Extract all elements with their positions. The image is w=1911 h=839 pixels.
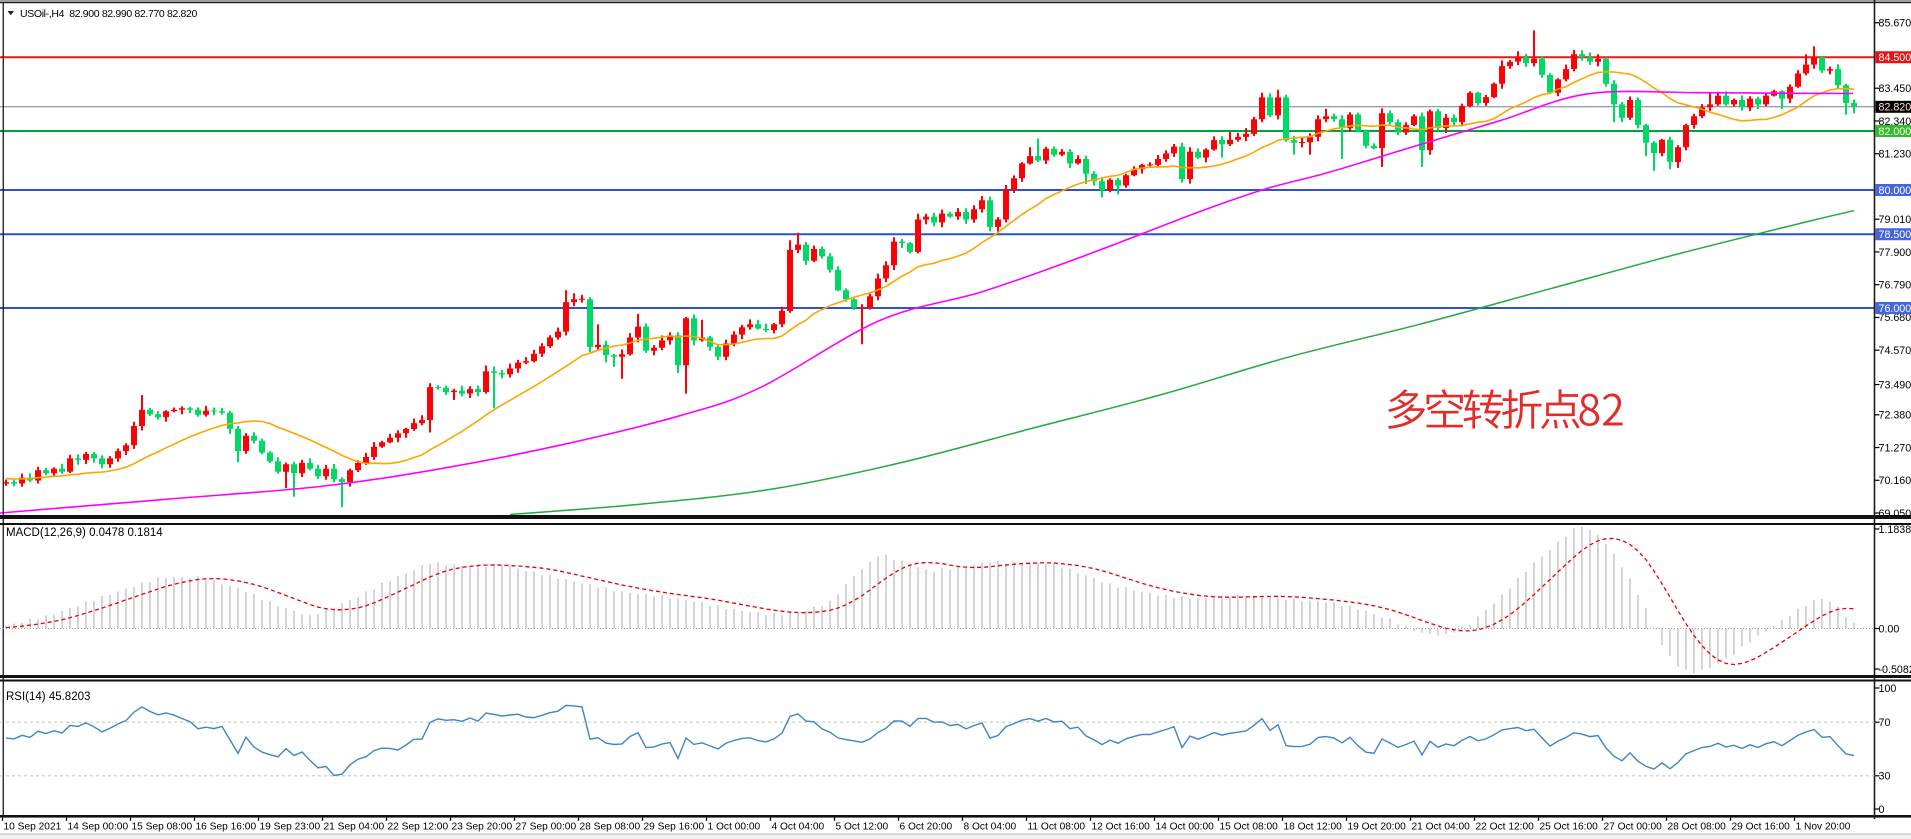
svg-text:16 Sep 16:00: 16 Sep 16:00 — [196, 822, 257, 833]
svg-text:6 Oct 20:00: 6 Oct 20:00 — [900, 822, 953, 833]
svg-text:77.900: 77.900 — [1879, 247, 1911, 259]
svg-text:78.500: 78.500 — [1879, 229, 1911, 241]
svg-text:11 Oct 08:00: 11 Oct 08:00 — [1028, 822, 1086, 833]
svg-text:73.490: 73.490 — [1879, 379, 1911, 391]
svg-text:29 Sep 16:00: 29 Sep 16:00 — [644, 822, 705, 833]
svg-text:76.790: 76.790 — [1879, 279, 1911, 291]
svg-text:14 Oct 00:00: 14 Oct 00:00 — [1156, 822, 1215, 833]
svg-text:28 Sep 08:00: 28 Sep 08:00 — [580, 822, 641, 833]
svg-text:0: 0 — [1879, 804, 1885, 816]
svg-text:72.380: 72.380 — [1879, 410, 1911, 422]
svg-text:28 Oct 08:00: 28 Oct 08:00 — [1668, 822, 1727, 833]
svg-text:19 Sep 23:00: 19 Sep 23:00 — [260, 822, 321, 833]
svg-text:83.450: 83.450 — [1879, 83, 1911, 95]
svg-text:80.000: 80.000 — [1879, 185, 1911, 197]
svg-text:85.670: 85.670 — [1879, 18, 1911, 30]
svg-text:21 Oct 04:00: 21 Oct 04:00 — [1412, 822, 1471, 833]
svg-text:1.1838: 1.1838 — [1879, 524, 1911, 536]
svg-text:74.570: 74.570 — [1879, 345, 1911, 357]
svg-text:14 Sep 00:00: 14 Sep 00:00 — [68, 822, 129, 833]
svg-text:79.010: 79.010 — [1879, 214, 1911, 226]
svg-text:100: 100 — [1879, 683, 1897, 695]
svg-text:21 Sep 04:00: 21 Sep 04:00 — [324, 822, 385, 833]
svg-text:29 Oct 16:00: 29 Oct 16:00 — [1732, 822, 1791, 833]
svg-text:84.500: 84.500 — [1879, 52, 1911, 64]
svg-text:1 Oct 00:00: 1 Oct 00:00 — [708, 822, 761, 833]
svg-text:USOil-,H4 82.900 82.990 82.77: USOil-,H4 82.900 82.990 82.770 82.820 — [20, 8, 198, 20]
svg-text:15 Oct 08:00: 15 Oct 08:00 — [1220, 822, 1279, 833]
svg-text:27 Sep 00:00: 27 Sep 00:00 — [516, 822, 577, 833]
svg-text:30: 30 — [1879, 771, 1891, 783]
svg-text:69.050: 69.050 — [1879, 508, 1911, 520]
svg-text:27 Oct 00:00: 27 Oct 00:00 — [1604, 822, 1663, 833]
svg-text:71.270: 71.270 — [1879, 442, 1911, 454]
svg-text:12 Oct 16:00: 12 Oct 16:00 — [1092, 822, 1151, 833]
svg-text:23 Sep 20:00: 23 Sep 20:00 — [452, 822, 513, 833]
svg-text:82.000: 82.000 — [1879, 126, 1911, 138]
svg-text:75.680: 75.680 — [1879, 312, 1911, 324]
svg-text:76.000: 76.000 — [1879, 303, 1911, 315]
svg-text:4 Oct 04:00: 4 Oct 04:00 — [772, 822, 825, 833]
svg-text:70: 70 — [1879, 717, 1891, 729]
svg-text:18 Oct 12:00: 18 Oct 12:00 — [1284, 822, 1343, 833]
svg-text:25 Oct 16:00: 25 Oct 16:00 — [1540, 822, 1599, 833]
svg-text:82.340: 82.340 — [1879, 116, 1911, 128]
svg-text:22 Oct 12:00: 22 Oct 12:00 — [1476, 822, 1535, 833]
svg-text:MACD(12,26,9) 0.0478 0.1814: MACD(12,26,9) 0.0478 0.1814 — [6, 527, 163, 539]
svg-text:10 Sep 2021: 10 Sep 2021 — [4, 822, 62, 833]
svg-text:82.820: 82.820 — [1879, 102, 1911, 114]
svg-text:RSI(14) 45.8203: RSI(14) 45.8203 — [6, 691, 90, 703]
svg-text:15 Sep 08:00: 15 Sep 08:00 — [132, 822, 193, 833]
svg-text:1 Nov 20:00: 1 Nov 20:00 — [1796, 822, 1851, 833]
svg-text:5 Oct 12:00: 5 Oct 12:00 — [836, 822, 889, 833]
svg-text:19 Oct 20:00: 19 Oct 20:00 — [1348, 822, 1407, 833]
svg-text:70.160: 70.160 — [1879, 475, 1911, 487]
svg-text:8 Oct 04:00: 8 Oct 04:00 — [964, 822, 1017, 833]
svg-text:0.00: 0.00 — [1879, 623, 1900, 635]
svg-text:81.230: 81.230 — [1879, 149, 1911, 161]
svg-text:22 Sep 12:00: 22 Sep 12:00 — [388, 822, 449, 833]
